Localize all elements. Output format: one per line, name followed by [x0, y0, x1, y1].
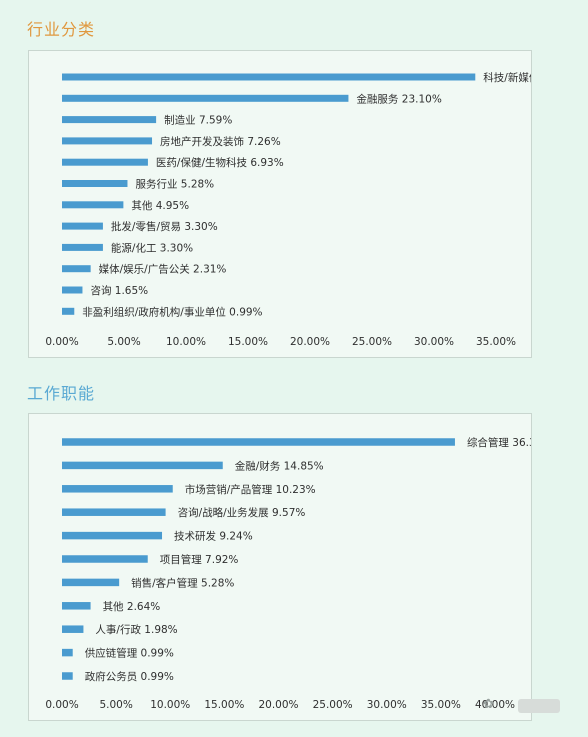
data-label: 技术研发 9.24%	[174, 530, 253, 543]
data-label: 销售/客户管理 5.28%	[131, 576, 234, 589]
tick-label: 25.00%	[352, 336, 392, 348]
data-label: 咨询/战略/业务发展 9.57%	[178, 506, 306, 519]
bar	[62, 222, 103, 230]
tick-label: 35.00%	[421, 699, 461, 711]
tick-label: 15.00%	[228, 336, 268, 348]
chart-title-industry: 行业分类	[27, 20, 96, 39]
tick-label: 10.00%	[166, 336, 206, 348]
bar	[62, 578, 120, 587]
tick-label: 20.00%	[258, 699, 298, 711]
bar	[62, 648, 73, 657]
bar	[62, 672, 73, 680]
data-label: 服务行业 5.28%	[135, 178, 214, 191]
bar	[62, 137, 153, 145]
blurred-watermark	[518, 699, 560, 713]
tick-label: 20.00%	[290, 336, 330, 348]
bar	[62, 508, 166, 516]
bar	[62, 265, 91, 273]
data-label: 政府公务员 0.99%	[85, 670, 174, 683]
data-label: 媒体/娱乐/广告公关 2.31%	[99, 263, 227, 276]
data-label: 科技/新媒体/电信 33.33%	[483, 71, 531, 84]
data-label: 金融/财务 14.85%	[235, 459, 324, 472]
bar	[62, 94, 349, 102]
bar	[62, 286, 83, 294]
bar	[62, 485, 173, 493]
tick-label: 25.00%	[313, 699, 353, 711]
bar	[62, 307, 75, 315]
data-label: 能源/化工 3.30%	[111, 241, 193, 254]
tick-label: 5.00%	[99, 699, 132, 711]
data-label: 金融服务 23.10%	[356, 92, 441, 105]
data-label: 房地产开发及装饰 7.26%	[160, 135, 281, 148]
data-label: 制造业 7.59%	[164, 114, 232, 127]
bar	[62, 243, 103, 251]
chart-title-function: 工作职能	[27, 384, 96, 403]
bar	[62, 602, 91, 610]
bar	[62, 73, 476, 81]
data-label: 项目管理 7.92%	[160, 553, 239, 566]
data-label: 咨询 1.65%	[90, 284, 148, 297]
function-bar-chart: 综合管理 36.30% 金融/财务 14.85% 市场营销/产品管理 10.23% 咨…	[45, 436, 531, 711]
data-label: 批发/零售/贸易 3.30%	[111, 220, 218, 233]
tick-label: 15.00%	[204, 699, 244, 711]
industry-bar-chart: 科技/新媒体/电信 33.33% 金融服务 23.10% 制造业 7.59% 房地产开…	[45, 71, 531, 348]
data-label: 人事/行政 1.98%	[95, 623, 177, 636]
data-label: 非盈利组织/政府机构/事业单位 0.99%	[82, 305, 262, 318]
tick-label: 30.00%	[367, 699, 407, 711]
data-label: 其他 4.95%	[131, 199, 189, 212]
data-label: 综合管理 36.30%	[467, 436, 531, 449]
tick-label: 0.00%	[45, 699, 78, 711]
bar	[62, 201, 124, 209]
bar	[62, 625, 84, 633]
bar	[62, 116, 157, 124]
tick-label: 5.00%	[107, 336, 140, 348]
function-chart-panel: 综合管理 36.30% 金融/财务 14.85% 市场营销/产品管理 10.23% 咨…	[28, 413, 532, 721]
data-label: 市场营销/产品管理 10.23%	[185, 483, 316, 496]
data-label: 供应链管理 0.99%	[85, 647, 174, 660]
bar	[62, 180, 128, 187]
tick-label: 10.00%	[150, 699, 190, 711]
data-label: 医药/保健/生物科技 6.93%	[156, 156, 284, 169]
tick-label: 30.00%	[414, 336, 454, 348]
industry-chart-panel: 科技/新媒体/电信 33.33% 金融服务 23.10% 制造业 7.59% 房地产开…	[28, 50, 532, 358]
tick-label: 40.00%	[475, 699, 515, 711]
bar	[62, 158, 148, 166]
data-label: 其他 2.64%	[103, 600, 161, 613]
bar	[62, 555, 148, 563]
bar	[62, 461, 223, 470]
wechat-icon: ✿	[483, 697, 494, 712]
tick-label: 35.00%	[476, 336, 516, 348]
bar	[62, 531, 163, 540]
bar	[62, 438, 455, 446]
tick-label: 0.00%	[45, 336, 78, 348]
